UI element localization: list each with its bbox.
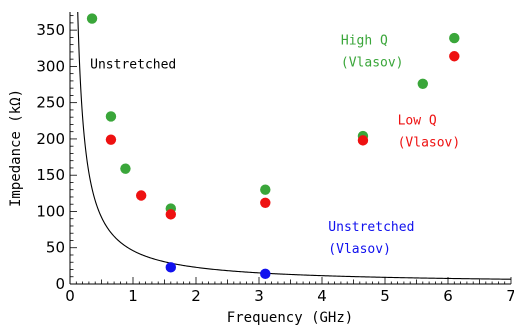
y-tick-label: 350 [36,21,65,39]
low-q-vlasov-point [105,134,117,145]
x-tick-label: 4 [317,287,327,305]
high-q-vlasov-point [417,78,428,90]
x-tick-label: 6 [443,287,453,305]
high-q-vlasov-point [86,13,98,24]
x-tick-label: 1 [128,287,138,305]
unstretched-curve-layer [77,11,512,280]
annotation-label: High Q (Vlasov) [341,34,404,71]
y-tick-label: 300 [36,57,65,75]
y-tick-label: 150 [36,166,65,184]
low-q-vlasov-point [135,190,147,201]
low-q-vlasov-point [449,51,460,62]
y-tick-label: 250 [36,94,65,112]
high-q-vlasov-point [260,184,271,195]
x-tick-label: 3 [254,287,264,305]
annotation-label: Unstretched [90,58,176,73]
annotation-label: Low Q (Vlasov) [398,113,461,150]
low-q-vlasov-point [165,209,176,220]
x-tick-label: 5 [380,287,390,305]
annotation-label: Unstretched (Vlasov) [328,220,414,257]
high-q-vlasov-point [105,111,117,122]
x-tick-label: 0 [65,287,75,305]
low-q-vlasov-point [357,135,369,146]
high-q-vlasov-point [449,32,460,44]
x-tick-label: 7 [506,287,514,305]
unstretched-vlasov-point [260,268,271,280]
unstretched-curve [77,11,512,280]
y-tick-label: 0 [55,275,65,293]
unstretched-vlasov-point [165,262,176,273]
data-points-layer [86,13,460,280]
y-axis-title: Impedance (kΩ) [8,89,24,207]
x-axis-title: Frequency (GHz) [227,310,353,326]
x-tick-label: 2 [191,287,201,305]
y-tick-label: 200 [36,130,65,148]
y-tick-label: 100 [36,202,65,220]
low-q-vlasov-point [260,197,271,208]
y-tick-label: 50 [46,239,65,257]
axes: 0 1 2 3 4 5 6 7 0 50 100 150 200 250 300 350 [36,12,514,305]
high-q-vlasov-point [120,163,131,174]
annotations-layer: Unstretched High Q (Vlasov) Low Q (Vlasov) Un… [90,34,460,257]
